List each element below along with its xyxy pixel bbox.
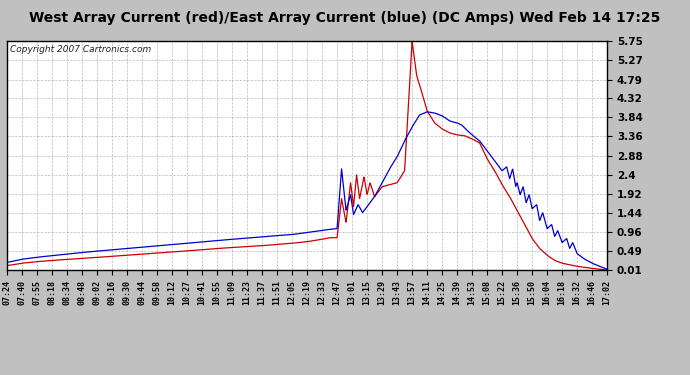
Text: Copyright 2007 Cartronics.com: Copyright 2007 Cartronics.com	[10, 45, 151, 54]
Text: West Array Current (red)/East Array Current (blue) (DC Amps) Wed Feb 14 17:25: West Array Current (red)/East Array Curr…	[29, 11, 661, 25]
